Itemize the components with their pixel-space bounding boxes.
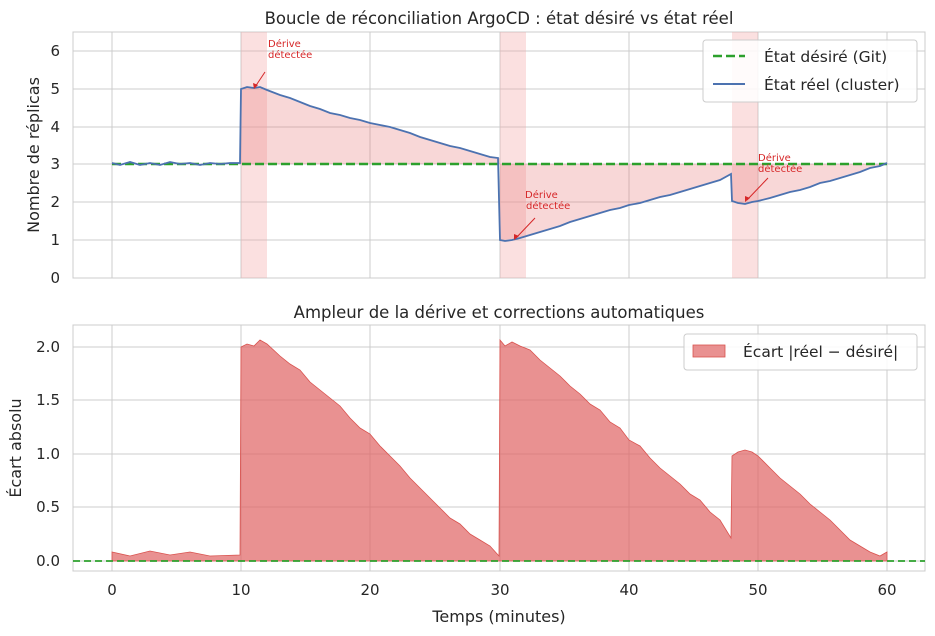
svg-text:3: 3 [50,155,60,173]
svg-text:10: 10 [231,581,250,599]
svg-text:2.0: 2.0 [36,338,60,356]
svg-text:20: 20 [360,581,379,599]
deviation-area [111,338,888,562]
svg-text:4: 4 [50,118,60,136]
bottom-legend: Écart |réel − désiré| [683,333,918,371]
bottom-y-label: Écart absolu [6,398,25,497]
top-chart-title: Boucle de réconciliation ArgoCD : état d… [265,9,734,28]
x-axis-label: Temps (minutes) [431,607,565,626]
svg-text:État réel (cluster): État réel (cluster) [764,75,900,94]
actual-state-line [111,86,888,242]
svg-text:60: 60 [877,581,896,599]
svg-text:0.0: 0.0 [36,552,60,570]
top-legend: État désiré (Git) État réel (cluster) [702,39,918,103]
bottom-x-ticks: 0 10 20 30 40 50 60 [107,581,896,599]
svg-text:50: 50 [748,581,767,599]
top-y-ticks: 0 1 2 3 4 5 6 [50,42,60,287]
svg-text:État désiré (Git): État désiré (Git) [764,47,887,66]
svg-text:détectée: détectée [268,49,312,61]
svg-text:40: 40 [619,581,638,599]
svg-text:6: 6 [50,42,60,60]
svg-text:détectée: détectée [526,200,570,212]
top-axes: Dérive détectée Dérive détectée Dérive d… [24,9,926,287]
top-y-label: Nombre de réplicas [24,77,43,233]
svg-text:30: 30 [490,581,509,599]
svg-text:2: 2 [50,193,60,211]
svg-text:Dérive: Dérive [525,189,558,201]
drift-fill-top [241,87,887,240]
bottom-axes: 0.0 0.5 1.0 1.5 2.0 0 10 20 30 40 50 60 … [6,303,926,626]
svg-text:détectée: détectée [758,163,802,175]
svg-text:0.5: 0.5 [36,498,60,516]
svg-text:5: 5 [50,80,60,98]
svg-text:0: 0 [50,269,60,287]
svg-text:0: 0 [107,581,117,599]
bottom-chart-title: Ampleur de la dérive et corrections auto… [294,303,705,322]
svg-text:Dérive: Dérive [758,152,791,164]
svg-text:Dérive: Dérive [268,38,301,50]
svg-text:Écart |réel − désiré|: Écart |réel − désiré| [743,342,898,361]
svg-text:1: 1 [50,231,60,249]
svg-text:1.0: 1.0 [36,445,60,463]
svg-text:1.5: 1.5 [36,391,60,409]
bottom-y-ticks: 0.0 0.5 1.0 1.5 2.0 [36,338,60,570]
annotations: Dérive détectée Dérive détectée Dérive d… [253,38,802,240]
